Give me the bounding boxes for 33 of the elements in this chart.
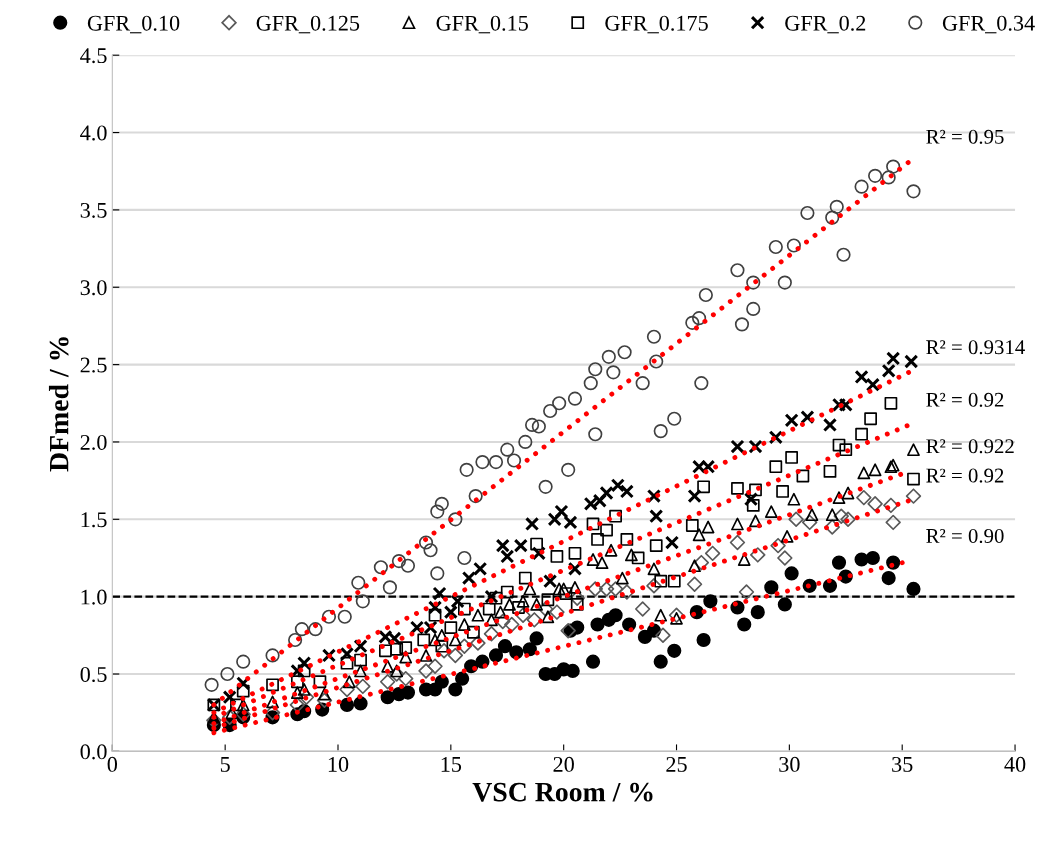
legend-label: GFR_0.2 xyxy=(785,15,866,34)
legend-label: GFR_0.34 xyxy=(942,15,1035,34)
x-tick-label: 40 xyxy=(1004,756,1026,772)
x-tick-label: 20 xyxy=(553,756,574,772)
y-tick-label: 1.0 xyxy=(81,589,107,605)
x-tick-label: 25 xyxy=(666,756,687,772)
x-tick-label: 0 xyxy=(107,756,118,772)
annotation: R² = 0.9314 xyxy=(926,340,1025,355)
y-tick-label: 0.0 xyxy=(80,744,107,760)
y-tick-label: 3.0 xyxy=(80,280,107,296)
annotation: R² = 0.922 xyxy=(926,439,1014,454)
x-tick-label: 30 xyxy=(779,756,800,772)
legend-label: GFR_0.125 xyxy=(256,15,360,34)
annotation: R² = 0.95 xyxy=(926,129,1004,144)
x-tick-label: 10 xyxy=(328,756,349,772)
y-tick-label: 0.5 xyxy=(80,666,107,683)
y-axis-title: DFmed / % xyxy=(48,337,69,472)
y-tick-label: 1.5 xyxy=(81,512,107,528)
x-axis-title: VSC Room / % xyxy=(472,782,653,802)
annotation: R² = 0.92 xyxy=(926,468,1004,483)
annotation: R² = 0.90 xyxy=(926,528,1004,544)
legend-label: GFR_0.175 xyxy=(605,15,708,34)
y-tick-label: 3.5 xyxy=(80,202,107,218)
legend-label: GFR_0.15 xyxy=(436,15,528,34)
y-tick-label: 2.0 xyxy=(80,434,107,450)
annotation: R² = 0.92 xyxy=(926,392,1004,407)
x-tick-label: 15 xyxy=(441,756,462,772)
x-tick-label: 5 xyxy=(220,757,230,772)
legend-label: GFR_0.10 xyxy=(87,15,180,34)
y-tick-label: 4.5 xyxy=(80,48,107,64)
x-tick-label: 35 xyxy=(892,756,913,772)
y-tick-label: 4.0 xyxy=(80,125,107,141)
y-tick-label: 2.5 xyxy=(80,357,107,373)
